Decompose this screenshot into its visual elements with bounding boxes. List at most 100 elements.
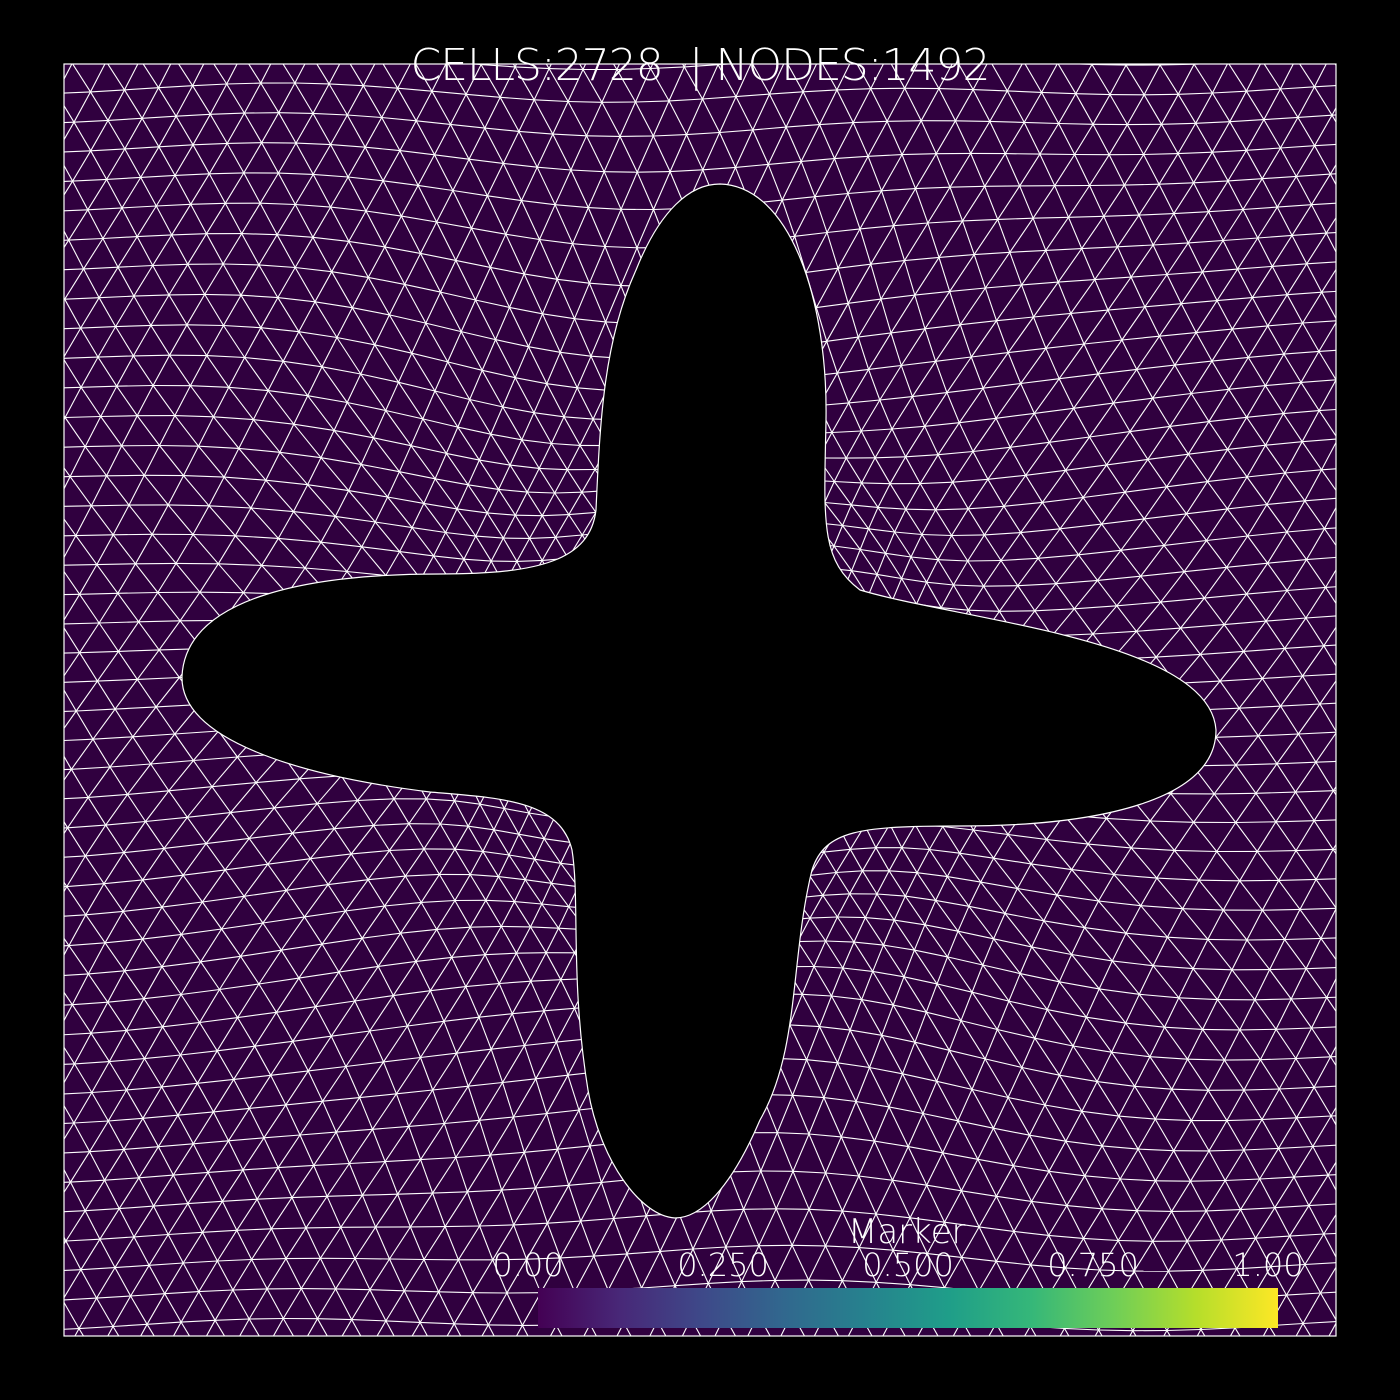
mesh-edge <box>347 114 382 119</box>
mesh-edge <box>64 417 86 447</box>
mesh-edge <box>152 234 173 266</box>
mesh-edge <box>1216 969 1233 1000</box>
mesh-edge <box>330 114 348 145</box>
mesh-edge <box>83 268 100 298</box>
mesh-edge <box>422 418 447 454</box>
mesh-edge <box>1054 154 1076 186</box>
mesh-edge <box>1059 981 1100 990</box>
mesh-edge <box>850 847 876 850</box>
mesh-edge <box>523 273 543 315</box>
mesh-edge <box>254 1045 272 1076</box>
mesh-edge <box>814 158 835 197</box>
mesh-edge <box>526 468 540 493</box>
mesh-edge <box>1393 671 1400 701</box>
mesh-edge <box>803 89 837 93</box>
mesh-edge <box>1311 997 1328 1029</box>
mesh-edge <box>493 829 510 856</box>
mesh-edge <box>926 581 942 608</box>
mesh-edge <box>277 234 313 238</box>
mesh-edge <box>204 263 224 295</box>
mesh-edge <box>493 808 505 831</box>
mesh-edge <box>510 6 530 37</box>
mesh-edge <box>1335 378 1336 380</box>
mesh-edge <box>514 346 530 378</box>
mesh-edge <box>360 344 376 375</box>
mesh-edge <box>228 386 254 420</box>
mesh-edge <box>79 650 119 654</box>
mesh-edge <box>109 1058 145 1063</box>
mesh-edge <box>162 1021 200 1028</box>
mesh-edge <box>903 976 927 1013</box>
mesh-edge <box>1010 441 1050 448</box>
mesh-edge <box>1025 469 1066 476</box>
mesh-edge <box>1159 64 1179 95</box>
mesh-edge <box>35 448 50 478</box>
mesh-edge <box>1383 142 1399 171</box>
mesh-edge <box>1388 348 1400 377</box>
mesh-edge <box>1295 761 1317 793</box>
mesh-edge <box>1202 1028 1240 1031</box>
mesh-edge <box>447 361 483 371</box>
mesh-edge <box>435 478 469 486</box>
mesh-edge <box>1059 497 1084 530</box>
mesh-edge <box>1116 601 1161 607</box>
mesh-edge <box>248 64 262 84</box>
mesh-edge <box>491 0 510 6</box>
mesh-edge <box>205 812 232 844</box>
mesh-edge <box>1320 908 1336 939</box>
mesh-edge <box>282 331 300 362</box>
mesh-edge <box>702 166 736 171</box>
mesh-edge <box>1116 605 1137 632</box>
mesh-edge <box>1325 587 1336 605</box>
mesh-edge <box>481 64 516 68</box>
mesh-edge <box>97 355 134 358</box>
mesh-edge <box>847 193 861 230</box>
mesh-edge <box>314 271 333 303</box>
mesh-edge <box>64 710 77 712</box>
mesh-edge <box>29 358 64 359</box>
mesh-edge <box>504 807 529 814</box>
mesh-edge <box>508 854 526 881</box>
mesh-edge <box>1361 642 1397 643</box>
mesh-edge <box>1043 894 1058 922</box>
mesh-edge <box>384 905 402 934</box>
mesh-edge <box>275 1012 294 1042</box>
mesh-edge <box>273 807 293 834</box>
mesh-edge <box>635 101 654 137</box>
mesh-edge <box>394 0 409 28</box>
mesh-edge <box>158 64 172 88</box>
mesh-edge <box>533 383 548 413</box>
mesh-edge <box>590 355 608 391</box>
mesh-edge <box>71 973 89 1005</box>
mesh-edge <box>64 466 71 477</box>
mesh-edge <box>168 786 213 792</box>
mesh-edge <box>206 355 245 359</box>
mesh-edge <box>64 827 68 829</box>
mesh-edge <box>485 899 515 903</box>
mesh-edge <box>601 69 618 103</box>
mesh-edge <box>1045 250 1059 283</box>
mesh-edge <box>885 552 912 558</box>
mesh-edge <box>1031 863 1072 871</box>
mesh-edge <box>529 515 543 539</box>
mesh-edge <box>1008 973 1021 1002</box>
mesh-edge <box>107 117 143 121</box>
mesh-edge <box>1122 6 1141 36</box>
mesh-edge <box>967 559 1002 562</box>
mesh-edge <box>851 504 879 508</box>
mesh-edge <box>20 477 35 507</box>
mesh-edge <box>122 879 144 912</box>
mesh-edge <box>438 874 456 901</box>
mesh-edge <box>1092 94 1111 125</box>
mesh-edge <box>260 327 299 333</box>
mesh-edge <box>97 678 138 682</box>
mesh-edge <box>321 366 348 403</box>
mesh-edge <box>554 491 582 494</box>
mesh-edge <box>937 454 954 483</box>
mesh-edge <box>1174 332 1197 366</box>
mesh-edge <box>238 448 267 481</box>
mesh-edge <box>901 153 937 156</box>
mesh-edge <box>277 297 300 332</box>
mesh-edge <box>1306 261 1336 265</box>
mesh-edge <box>482 829 495 852</box>
